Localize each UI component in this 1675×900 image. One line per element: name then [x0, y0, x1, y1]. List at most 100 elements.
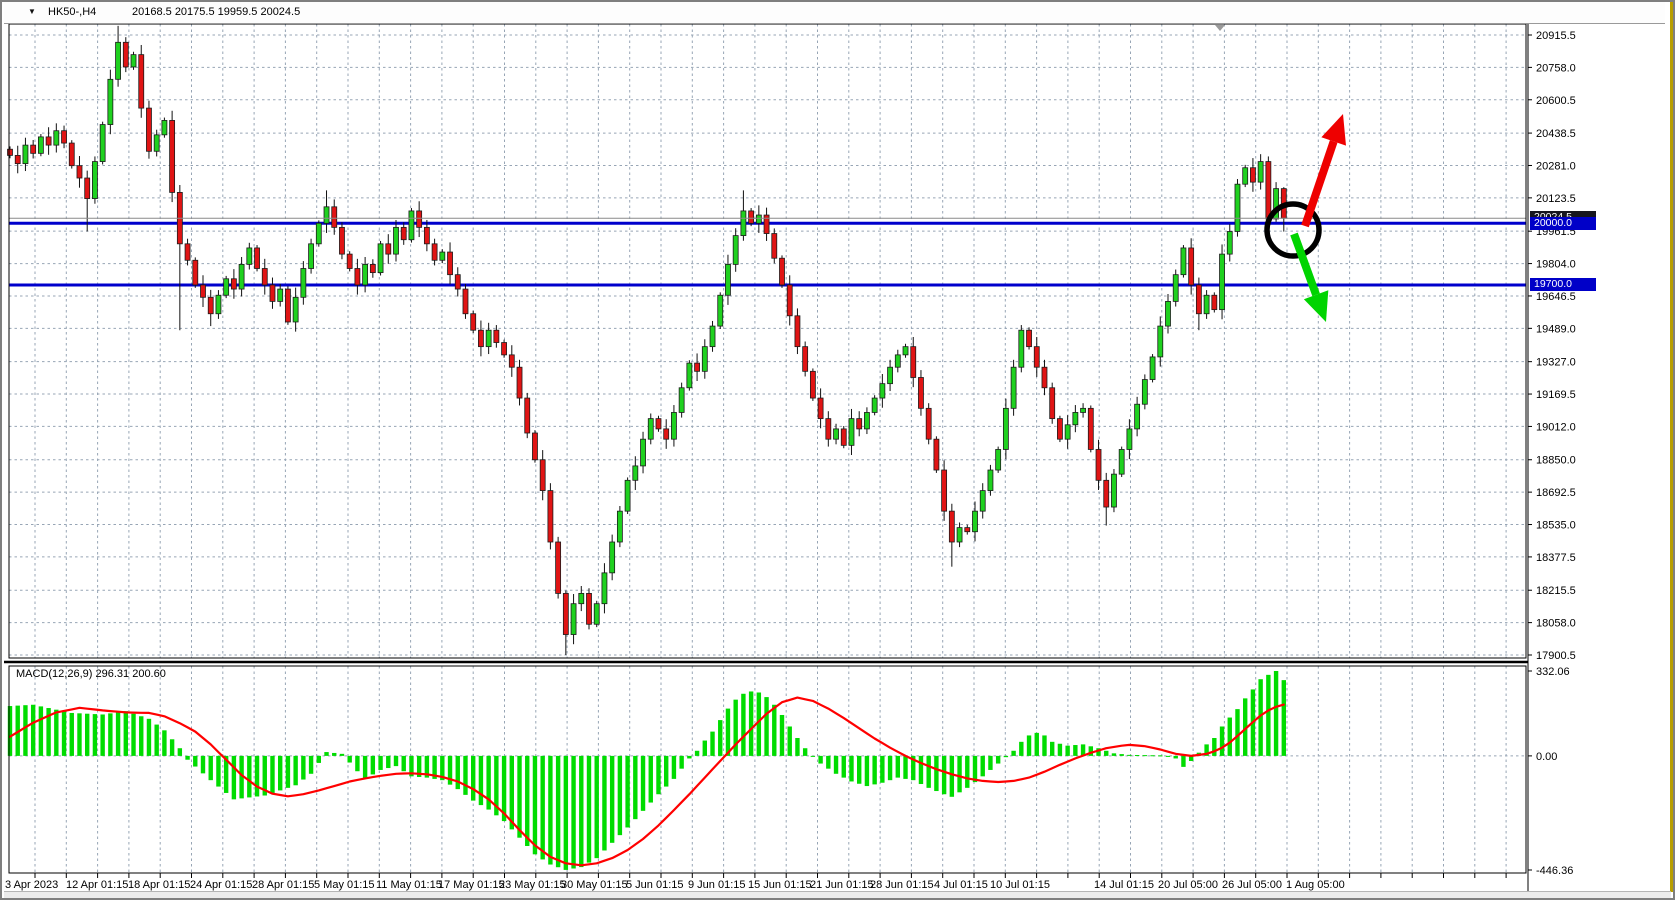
macd-bar: [1281, 680, 1286, 756]
bullish-candle: [1111, 473, 1117, 508]
bearish-candle: [771, 233, 778, 259]
price-axis-label: 19489.0: [1536, 323, 1576, 335]
support-price-tag[interactable]: 19700.0: [1530, 278, 1596, 291]
bullish-candle: [647, 418, 654, 440]
price-axis-label: 20123.5: [1536, 193, 1576, 205]
macd-bar: [1042, 735, 1047, 756]
bearish-candle: [254, 247, 260, 269]
macd-bar: [69, 712, 74, 756]
bullish-candle: [755, 214, 762, 224]
bullish-candle: [979, 490, 986, 512]
time-axis-label: 28 Jun 01:15: [870, 879, 934, 891]
time-axis-label: 26 Jul 05:00: [1222, 879, 1282, 891]
bearish-arrow-annotation-shaft[interactable]: [1290, 232, 1320, 297]
macd-bar: [748, 691, 754, 756]
macd-bar: [463, 755, 468, 795]
bearish-arrow-annotation-head[interactable]: [1303, 290, 1329, 322]
chart-shift-marker-icon[interactable]: [1215, 25, 1225, 31]
bearish-candle: [933, 438, 940, 471]
macd-bar: [85, 713, 90, 756]
price-axis-label: 19804.0: [1536, 259, 1576, 271]
bullish-arrow-annotation-shaft[interactable]: [1301, 140, 1338, 228]
macd-bar: [540, 755, 545, 860]
bearish-candle: [1265, 161, 1272, 220]
bearish-candle: [918, 377, 924, 409]
macd-bar: [393, 755, 399, 767]
macd-bar: [895, 755, 900, 778]
chart-title-bar: ▼ HK50-,H4 20168.5 20175.5 19959.5 20024…: [4, 2, 1665, 24]
macd-bar: [447, 755, 453, 785]
bullish-candle: [616, 510, 623, 543]
macd-bar: [1204, 744, 1209, 756]
bearish-candle: [779, 257, 785, 286]
bullish-candle: [115, 41, 121, 80]
bullish-candle: [308, 243, 314, 269]
bearish-candle: [354, 268, 361, 286]
resistance-price-tag[interactable]: 20000.0: [1530, 217, 1596, 230]
bullish-arrow-annotation-head[interactable]: [1321, 114, 1346, 146]
macd-bar: [718, 720, 723, 756]
macd-bar: [833, 755, 839, 774]
bullish-candle: [362, 263, 369, 286]
bearish-candle: [1087, 407, 1094, 450]
macd-bar: [841, 755, 846, 778]
macd-histogram: [7, 671, 1286, 870]
macd-bar: [779, 714, 785, 756]
bearish-candle: [748, 210, 755, 224]
candlestick-series[interactable]: [7, 25, 1287, 655]
macd-bar: [1158, 755, 1163, 757]
macd-bar: [154, 724, 159, 756]
bearish-candle: [14, 155, 21, 165]
macd-bar: [378, 755, 383, 770]
bullish-candle: [1126, 428, 1133, 450]
macd-bar: [617, 755, 623, 836]
macd-bar: [702, 740, 707, 756]
bearish-candle: [68, 142, 75, 167]
macd-main-value: 296.31: [95, 668, 130, 680]
macd-bar: [1080, 744, 1086, 756]
macd-bar: [532, 755, 538, 855]
bullish-candle: [1234, 183, 1241, 232]
macd-bar: [656, 755, 661, 795]
macd-bar: [440, 755, 445, 781]
bearish-candle: [1026, 329, 1032, 348]
macd-bar: [254, 755, 260, 797]
bullish-candle: [864, 412, 870, 430]
window-edge-strip: [1670, 2, 1673, 892]
time-axis-label: 28 Apr 01:15: [252, 879, 314, 891]
bullish-candle: [1064, 424, 1071, 440]
time-axis-label: 18 Apr 01:15: [128, 879, 190, 891]
macd-bar: [1065, 745, 1070, 756]
macd-bar: [92, 714, 98, 756]
bearish-candle: [856, 418, 863, 430]
macd-bar: [586, 755, 592, 863]
bearish-candle: [7, 148, 13, 156]
bullish-candle: [686, 362, 693, 389]
macd-bar: [432, 755, 437, 779]
macd-bar: [1019, 741, 1024, 756]
time-axis-label: 11 May 01:15: [376, 879, 442, 891]
macd-bar: [980, 755, 985, 777]
symbol-period-label: HK50-,H4: [48, 6, 97, 18]
macd-bar: [100, 714, 105, 756]
price-axis-label: 20758.0: [1536, 62, 1576, 74]
breakout-circle-annotation[interactable]: [1264, 201, 1322, 259]
grid-lines: [9, 24, 1526, 873]
macd-bar: [911, 755, 916, 781]
bearish-candle: [586, 593, 592, 625]
macd-bar: [401, 755, 406, 772]
macd-bar: [918, 755, 924, 785]
bullish-candle: [972, 510, 978, 533]
time-axis-label: 3 Apr 2023: [5, 879, 58, 891]
chart-expand-icon[interactable]: ▼: [28, 7, 36, 16]
macd-bar: [1134, 754, 1140, 756]
macd-bar: [602, 755, 607, 851]
bearish-candle: [169, 120, 176, 193]
time-axis-label: 9 Jun 01:15: [688, 879, 746, 891]
bearish-candle: [655, 418, 662, 430]
time-axis-label: 5 Jun 01:15: [626, 879, 684, 891]
macd-bar: [409, 755, 414, 777]
bullish-candle: [1002, 407, 1009, 450]
macd-bar: [640, 755, 646, 811]
